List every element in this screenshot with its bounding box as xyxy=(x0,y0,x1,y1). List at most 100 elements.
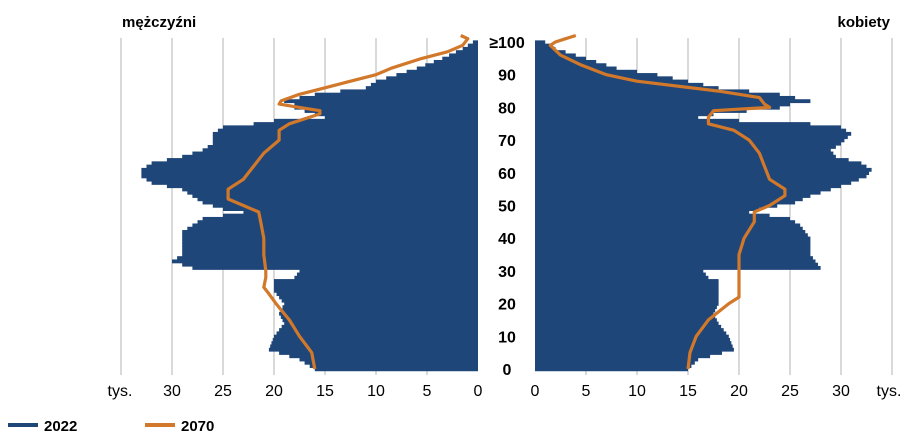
bar-women-age-66 xyxy=(535,151,834,156)
bar-women-age-19 xyxy=(535,305,717,310)
bar-women-age-96 xyxy=(535,53,576,58)
age-label-60: 60 xyxy=(498,166,516,183)
bar-men-age-20 xyxy=(284,301,478,306)
bar-women-age-76 xyxy=(535,118,739,123)
bar-women-age-87 xyxy=(535,82,704,87)
bar-women-age-79 xyxy=(535,109,747,113)
age-label-20: 20 xyxy=(498,297,516,314)
bar-women-age-44 xyxy=(535,223,801,228)
bar-men-age-41 xyxy=(182,233,478,238)
age-label-10: 10 xyxy=(498,329,516,346)
bar-men-age-100 xyxy=(472,40,478,45)
x-tick-right-30: 30 xyxy=(832,383,850,400)
bar-women-age-21 xyxy=(535,298,719,303)
bar-women-age-50 xyxy=(535,203,778,208)
bar-men-age-62 xyxy=(146,164,478,169)
bar-women-age-80 xyxy=(535,105,780,110)
bar-men-age-11 xyxy=(276,331,478,336)
bar-men-age-95 xyxy=(442,56,478,61)
bar-women-age-55 xyxy=(535,187,831,192)
bar-women-age-2 xyxy=(535,360,695,365)
bar-men-age-51 xyxy=(202,200,478,205)
bar-men-age-77 xyxy=(325,115,478,120)
bar-women-age-15 xyxy=(535,318,717,323)
bar-men-age-54 xyxy=(187,190,479,195)
bar-men-age-48 xyxy=(243,210,478,215)
bar-men-age-13 xyxy=(281,324,478,329)
line-2070-men xyxy=(226,34,470,370)
bar-women-age-48 xyxy=(535,210,750,215)
bar-women-age-49 xyxy=(535,207,760,212)
age-label-90: 90 xyxy=(498,68,516,85)
bar-women-age-27 xyxy=(535,279,719,283)
bar-men-age-27 xyxy=(274,279,478,283)
bar-women-age-86 xyxy=(535,86,719,91)
bar-women-age-83 xyxy=(535,95,796,100)
x-tick-right-0: 0 xyxy=(531,383,540,400)
bar-women-age-63 xyxy=(535,161,862,166)
bars-2022 xyxy=(141,40,872,372)
x-axis-ticks: 30 25 20 15 10 5 0 0 5 10 15 20 25 30 xyxy=(163,383,850,400)
bar-women-age-51 xyxy=(535,200,796,205)
x-tick-left-25: 25 xyxy=(214,383,232,400)
bar-men-age-64 xyxy=(166,158,478,162)
bar-men-age-85 xyxy=(340,89,478,94)
bar-men-age-43 xyxy=(187,226,479,231)
bar-women-age-40 xyxy=(535,236,811,241)
age-label-100: ≥100 xyxy=(489,35,525,52)
bar-women-age-88 xyxy=(535,79,688,84)
bar-men-age-32 xyxy=(182,262,478,267)
bar-women-age-77 xyxy=(535,115,699,120)
bar-women-age-57 xyxy=(535,180,852,185)
bar-women-age-1 xyxy=(535,364,692,368)
bar-women-age-53 xyxy=(535,194,811,198)
bar-men-age-15 xyxy=(282,318,478,323)
bar-women-age-43 xyxy=(535,226,803,231)
bar-men-age-42 xyxy=(182,230,478,234)
bar-women-age-32 xyxy=(535,262,819,267)
bar-men-age-34 xyxy=(177,256,478,261)
bar-men-age-17 xyxy=(279,311,478,316)
bar-women-age-8 xyxy=(535,341,732,346)
bar-men-age-22 xyxy=(279,295,478,300)
bar-men-age-1 xyxy=(309,364,478,368)
bar-men-age-44 xyxy=(192,223,478,228)
legend-label-2070: 2070 xyxy=(181,418,214,434)
bar-women-age-71 xyxy=(535,135,848,140)
bar-women-age-38 xyxy=(535,243,811,247)
bar-women-age-13 xyxy=(535,324,722,329)
bar-women-age-92 xyxy=(535,66,617,71)
bar-men-age-18 xyxy=(280,308,478,313)
bar-men-age-28 xyxy=(294,275,478,280)
bar-women-age-20 xyxy=(535,301,719,306)
bar-men-age-4 xyxy=(289,354,478,359)
bar-men-age-50 xyxy=(212,203,479,208)
bar-men-age-79 xyxy=(304,109,478,113)
bar-women-age-61 xyxy=(535,167,872,172)
bar-men-age-83 xyxy=(299,95,478,100)
bar-men-age-24 xyxy=(274,288,478,293)
x-tick-left-15: 15 xyxy=(316,383,334,400)
x-tick-left-30: 30 xyxy=(163,383,181,400)
age-label-40: 40 xyxy=(498,231,516,248)
bar-women-age-72 xyxy=(535,131,852,136)
age-label-70: 70 xyxy=(498,133,516,150)
bar-women-age-58 xyxy=(535,177,859,182)
bar-women-age-56 xyxy=(535,184,841,189)
bar-men-age-6 xyxy=(268,347,478,352)
legend-label-2022: 2022 xyxy=(44,418,77,434)
bar-men-age-90 xyxy=(396,73,478,77)
age-label-0: 0 xyxy=(503,362,512,379)
bar-men-age-53 xyxy=(192,194,478,198)
bar-men-age-80 xyxy=(294,105,478,110)
bar-women-age-81 xyxy=(535,102,790,107)
bar-men-age-31 xyxy=(192,265,478,270)
bar-men-age-2 xyxy=(304,360,478,365)
bar-women-age-7 xyxy=(535,344,733,349)
bar-women-age-98 xyxy=(535,46,556,51)
bar-women-age-30 xyxy=(535,269,704,274)
bar-women-age-11 xyxy=(535,331,727,336)
bar-women-age-16 xyxy=(535,315,716,319)
bar-women-age-37 xyxy=(535,246,811,251)
bar-men-age-69 xyxy=(212,141,479,146)
